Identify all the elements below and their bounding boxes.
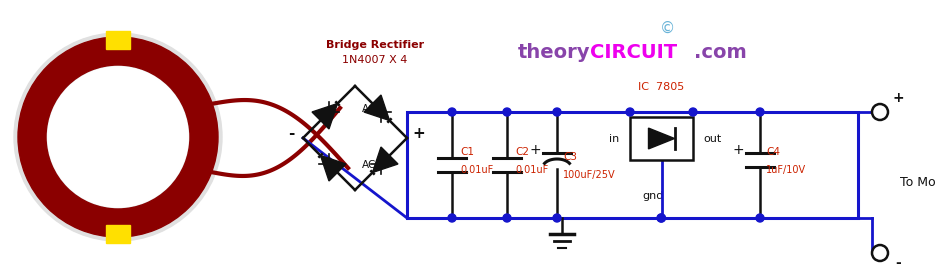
Polygon shape	[321, 156, 346, 181]
Text: +: +	[732, 143, 744, 157]
Circle shape	[48, 67, 188, 207]
Circle shape	[503, 108, 511, 116]
Text: C3: C3	[563, 152, 577, 162]
Circle shape	[872, 104, 888, 120]
Circle shape	[448, 108, 456, 116]
Bar	[630, 117, 693, 160]
Bar	[106, 225, 130, 243]
Text: IC  7805: IC 7805	[639, 82, 684, 92]
Text: 100uF/25V: 100uF/25V	[563, 170, 615, 180]
Circle shape	[657, 214, 666, 222]
Circle shape	[626, 108, 634, 116]
Text: C4: C4	[766, 147, 780, 157]
Text: -: -	[288, 126, 295, 141]
Text: CIRCUIT: CIRCUIT	[590, 43, 677, 62]
Text: 0.01uF: 0.01uF	[460, 165, 494, 175]
Circle shape	[689, 108, 697, 116]
Text: AC: AC	[362, 160, 376, 170]
Circle shape	[14, 33, 222, 241]
Polygon shape	[364, 95, 390, 120]
Text: out: out	[704, 133, 722, 144]
Polygon shape	[372, 147, 398, 172]
Polygon shape	[312, 103, 338, 129]
Text: 6CM / 15 turns
20 SWG: 6CM / 15 turns 20 SWG	[67, 113, 169, 149]
Circle shape	[756, 214, 764, 222]
Text: C2: C2	[515, 147, 529, 157]
Bar	[106, 31, 130, 49]
Text: Bridge Rectifier: Bridge Rectifier	[326, 40, 424, 50]
Text: +: +	[892, 91, 904, 105]
Text: theory: theory	[517, 43, 590, 62]
Circle shape	[503, 214, 511, 222]
Text: +: +	[529, 143, 540, 157]
Text: 0.01uF: 0.01uF	[515, 165, 548, 175]
Text: 1uF/10V: 1uF/10V	[766, 165, 806, 175]
Text: +: +	[412, 126, 425, 141]
Circle shape	[553, 214, 561, 222]
Text: 1N4007 X 4: 1N4007 X 4	[342, 55, 408, 65]
Text: AC: AC	[362, 104, 376, 114]
Text: -: -	[895, 256, 901, 270]
Bar	[407, 112, 858, 218]
Polygon shape	[649, 128, 674, 149]
Circle shape	[756, 108, 764, 116]
Circle shape	[448, 214, 456, 222]
Text: in: in	[609, 133, 619, 144]
Circle shape	[48, 67, 188, 207]
Text: ©: ©	[660, 21, 676, 35]
Circle shape	[872, 245, 888, 261]
Circle shape	[657, 214, 665, 222]
Text: To Mobile: To Mobile	[900, 176, 935, 189]
Circle shape	[553, 108, 561, 116]
Text: .com: .com	[694, 43, 747, 62]
Text: gnd: gnd	[643, 191, 664, 201]
Text: C1: C1	[460, 147, 474, 157]
